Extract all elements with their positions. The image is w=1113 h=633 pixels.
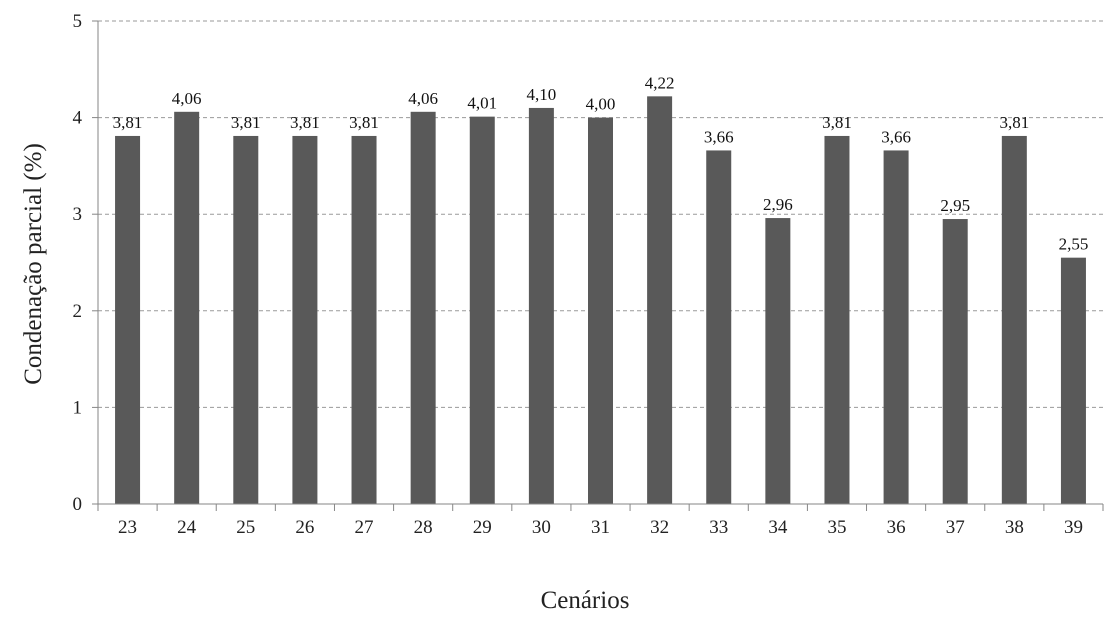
x-tick-label: 33 <box>709 517 728 538</box>
x-tick-label: 37 <box>946 517 965 538</box>
bar <box>174 111 200 504</box>
x-tick-label: 34 <box>768 517 788 538</box>
x-tick-label: 26 <box>295 517 314 538</box>
bar <box>292 135 318 505</box>
bar <box>1001 135 1027 505</box>
x-axis-title: Cenários <box>541 587 630 614</box>
data-label: 4,06 <box>172 89 202 108</box>
data-label: 4,00 <box>586 95 616 114</box>
x-tick-label: 25 <box>236 517 255 538</box>
data-label: 4,01 <box>467 94 497 113</box>
x-tick-label: 29 <box>473 517 492 538</box>
x-tick-label: 27 <box>355 517 374 538</box>
data-label: 3,81 <box>231 113 261 132</box>
data-label: 2,95 <box>940 196 970 215</box>
bar <box>706 150 732 504</box>
bar <box>469 116 495 504</box>
x-tick-label: 31 <box>591 517 610 538</box>
x-tick-label: 23 <box>118 517 137 538</box>
x-tick-label: 39 <box>1064 517 1083 538</box>
y-tick-label: 3 <box>73 204 83 225</box>
data-label: 2,96 <box>763 195 793 214</box>
x-tick-label: 32 <box>650 517 669 538</box>
y-tick-label: 2 <box>73 301 83 322</box>
data-label: 3,81 <box>822 113 852 132</box>
x-tick-label: 30 <box>532 517 551 538</box>
data-label: 4,06 <box>408 89 438 108</box>
bar <box>115 135 141 505</box>
x-tick-label: 35 <box>827 517 846 538</box>
bar <box>824 135 850 505</box>
data-label: 3,66 <box>704 127 734 146</box>
data-label: 3,81 <box>113 113 143 132</box>
y-tick-label: 1 <box>73 397 83 418</box>
bar <box>942 219 968 504</box>
data-label: 3,81 <box>290 113 320 132</box>
data-label: 3,81 <box>349 113 379 132</box>
bar <box>528 107 554 504</box>
bar <box>765 218 791 504</box>
data-labels: 3,81 4,06 3,81 3,81 3,81 4,06 4,01 4,10 4,00 4,22… <box>113 73 1089 253</box>
bar <box>647 96 673 505</box>
bars <box>115 96 1086 505</box>
bar <box>410 111 436 504</box>
data-label: 3,81 <box>999 113 1029 132</box>
x-tick-label: 24 <box>177 517 197 538</box>
bar <box>351 135 377 505</box>
y-tick-label: 4 <box>73 108 83 129</box>
bar <box>883 150 909 504</box>
data-label: 3,66 <box>881 127 911 146</box>
x-tick-label: 38 <box>1005 517 1024 538</box>
bar <box>233 135 259 505</box>
data-label: 4,22 <box>645 73 675 92</box>
x-tick-label: 28 <box>414 517 433 538</box>
x-tick-label: 36 <box>887 517 906 538</box>
y-axis-title: Condenação parcial (%) <box>20 143 47 385</box>
y-tick-label: 0 <box>73 494 83 515</box>
data-label: 4,10 <box>527 85 557 104</box>
bar <box>588 117 613 504</box>
bar <box>1060 257 1086 504</box>
y-tick-label: 5 <box>73 11 83 32</box>
data-label: 2,55 <box>1059 235 1089 254</box>
